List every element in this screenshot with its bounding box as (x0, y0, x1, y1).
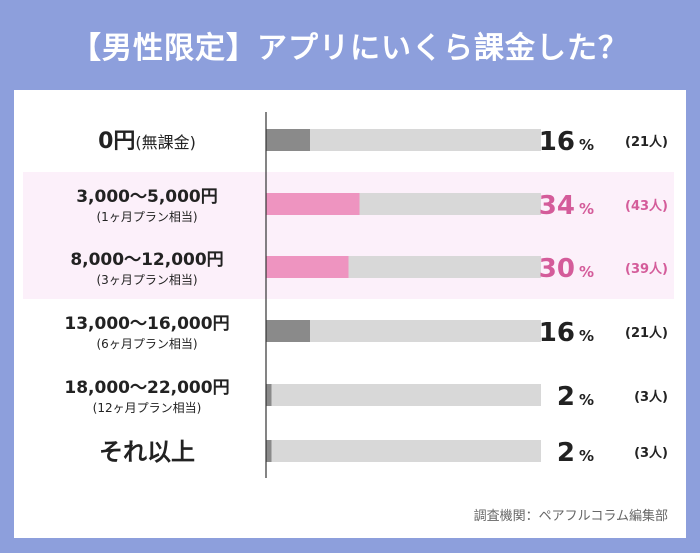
count-label: (21人) (625, 325, 668, 341)
category-label: それ以上 (99, 438, 195, 466)
category-label: 8,000～12,000円 (70, 250, 223, 270)
category-sublabel: (6ヶ月プラン相当) (97, 337, 198, 351)
value-label: 2% (557, 438, 594, 468)
category-label: 13,000～16,000円 (64, 314, 229, 334)
category-label: 3,000～5,000円 (76, 187, 218, 207)
value-label: 30% (539, 254, 594, 284)
bar (266, 440, 272, 462)
bar (266, 256, 349, 278)
chart-title: 【男性限定】アプリにいくら課金した？ (71, 31, 629, 66)
source-credit: 調査機関：ペアフルコラム編集部 (473, 509, 668, 524)
bar (266, 193, 360, 215)
bar-track (266, 384, 541, 406)
value-label: 34% (539, 191, 594, 221)
count-label: (3人) (634, 389, 668, 405)
bar-track (266, 129, 541, 151)
value-label: 16% (539, 318, 594, 348)
category-label: 18,000～22,000円 (64, 378, 229, 398)
category-label: 0円(無課金) (98, 129, 196, 154)
chart-panel: 0円(無課金) 16% (21人) 3,000～5,000円 (1ヶ月プラン相当) 34%… (14, 90, 686, 538)
bar (266, 320, 310, 342)
bar-track (266, 440, 541, 462)
count-label: (43人) (625, 198, 668, 214)
bar-chart: 0円(無課金) 16% (21人) 3,000～5,000円 (1ヶ月プラン相当) 34%… (23, 112, 674, 478)
value-label: 2% (557, 382, 594, 412)
bar (266, 129, 310, 151)
category-sublabel: (12ヶ月プラン相当) (93, 401, 202, 415)
count-label: (3人) (634, 445, 668, 461)
bar-track (266, 320, 541, 342)
count-label: (39人) (625, 261, 668, 277)
count-label: (21人) (625, 134, 668, 150)
category-sublabel: (1ヶ月プラン相当) (97, 210, 198, 224)
category-sublabel: (3ヶ月プラン相当) (97, 273, 198, 287)
bar (266, 384, 272, 406)
value-label: 16% (539, 127, 594, 157)
